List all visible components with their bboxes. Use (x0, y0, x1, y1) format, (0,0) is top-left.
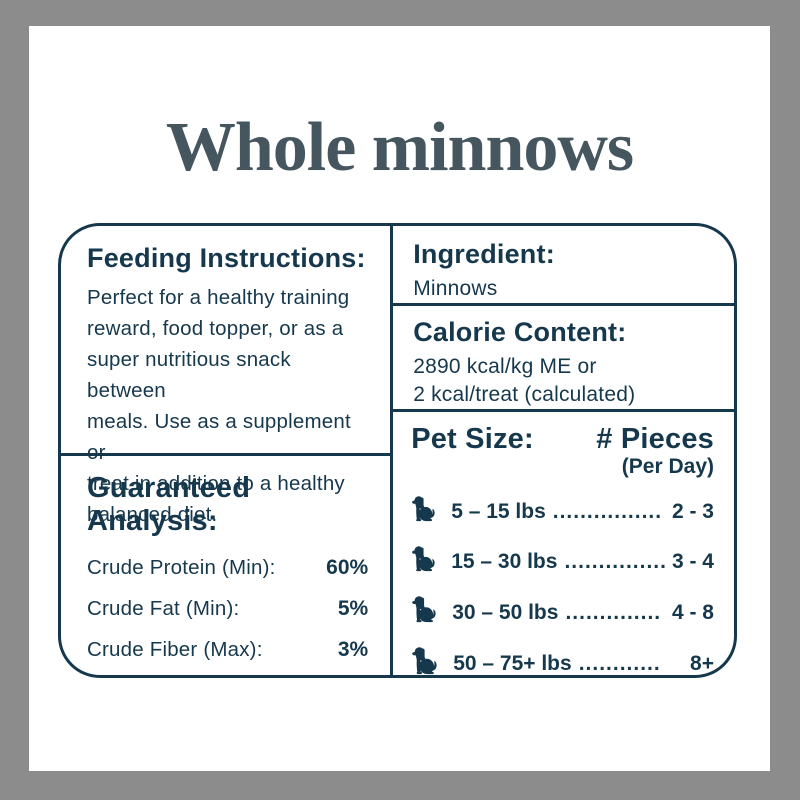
sitting-dog-icon (411, 545, 435, 579)
pet-size-row: 15 – 30 lbs ............... 3 - 4 (411, 545, 714, 579)
sitting-dog-icon (411, 595, 436, 630)
pieces-value: 2 - 3 (671, 500, 714, 524)
pieces-heading-block: # Pieces (Per Day) (596, 423, 714, 479)
feeding-instructions-text: Perfect for a healthy training reward, f… (87, 286, 351, 527)
page-title: Whole minnows (165, 109, 634, 186)
analysis-row: Crude Fiber (Max): 3% (87, 638, 368, 662)
dotted-leader: ............ (578, 652, 661, 676)
table-right-column: Ingredient: Minnows Calorie Content: 289… (393, 226, 734, 675)
weight-range: 50 – 75+ lbs (453, 652, 572, 676)
dotted-leader: ................ (552, 500, 663, 524)
pieces-heading: # Pieces (596, 423, 714, 456)
pieces-per-day-subheading: (Per Day) (621, 455, 714, 479)
ingredient-heading: Ingredient: (413, 239, 555, 269)
ingredient-value: Minnows (413, 277, 498, 301)
pieces-value: 4 - 8 (671, 600, 714, 624)
label-page: Whole minnows Feeding Instructions: Perf… (29, 26, 770, 771)
pet-size-heading: Pet Size: (411, 423, 534, 456)
pieces-value: 3 - 4 (671, 550, 714, 574)
feeding-instructions-cell: Feeding Instructions: Perfect for a heal… (61, 226, 391, 526)
sitting-dog-icon (411, 646, 437, 675)
feeding-instructions-heading: Feeding Instructions: (87, 243, 366, 273)
analysis-label: Crude Fat (Min): (87, 596, 240, 620)
pet-size-header: Pet Size: # Pieces (Per Day) (411, 423, 714, 479)
weight-range: 5 – 15 lbs (451, 500, 546, 524)
dotted-leader: ............... (564, 550, 667, 574)
pet-size-row: 5 – 15 lbs ................ 2 - 3 (411, 495, 714, 529)
calorie-content-text: 2890 kcal/kg ME or 2 kcal/treat (calcula… (413, 355, 636, 407)
analysis-row: Crude Protein (Min): 60% (87, 556, 368, 580)
guaranteed-analysis-heading: Guaranteed Analysis: (87, 472, 251, 538)
analysis-value: 3% (337, 637, 369, 661)
pet-size-cell: Pet Size: # Pieces (Per Day) (393, 412, 734, 676)
analysis-value: 5% (337, 596, 369, 620)
calorie-content-cell: Calorie Content: 2890 kcal/kg ME or 2 kc… (393, 306, 734, 413)
analysis-label: Crude Protein (Min): (87, 555, 276, 579)
calorie-content-heading: Calorie Content: (413, 317, 627, 348)
analysis-label: Crude Fiber (Max): (87, 637, 263, 661)
pieces-value: 8+ (690, 652, 714, 676)
info-table: Feeding Instructions: Perfect for a heal… (58, 223, 737, 678)
weight-range: 30 – 50 lbs (452, 600, 559, 624)
ingredient-cell: Ingredient: Minnows (393, 226, 734, 307)
table-left-column: Feeding Instructions: Perfect for a heal… (61, 226, 394, 675)
weight-range: 15 – 30 lbs (451, 550, 558, 574)
sitting-dog-icon (411, 495, 435, 529)
pet-size-row: 50 – 75+ lbs ............ 8+ (411, 646, 714, 676)
guaranteed-analysis-cell: Guaranteed Analysis: Crude Protein (Min)… (61, 456, 390, 675)
pet-size-row: 30 – 50 lbs .............. 4 - 8 (411, 595, 714, 630)
dotted-leader: .............. (565, 600, 662, 624)
analysis-value: 60% (326, 555, 369, 579)
analysis-row: Crude Fat (Min): 5% (87, 597, 368, 621)
